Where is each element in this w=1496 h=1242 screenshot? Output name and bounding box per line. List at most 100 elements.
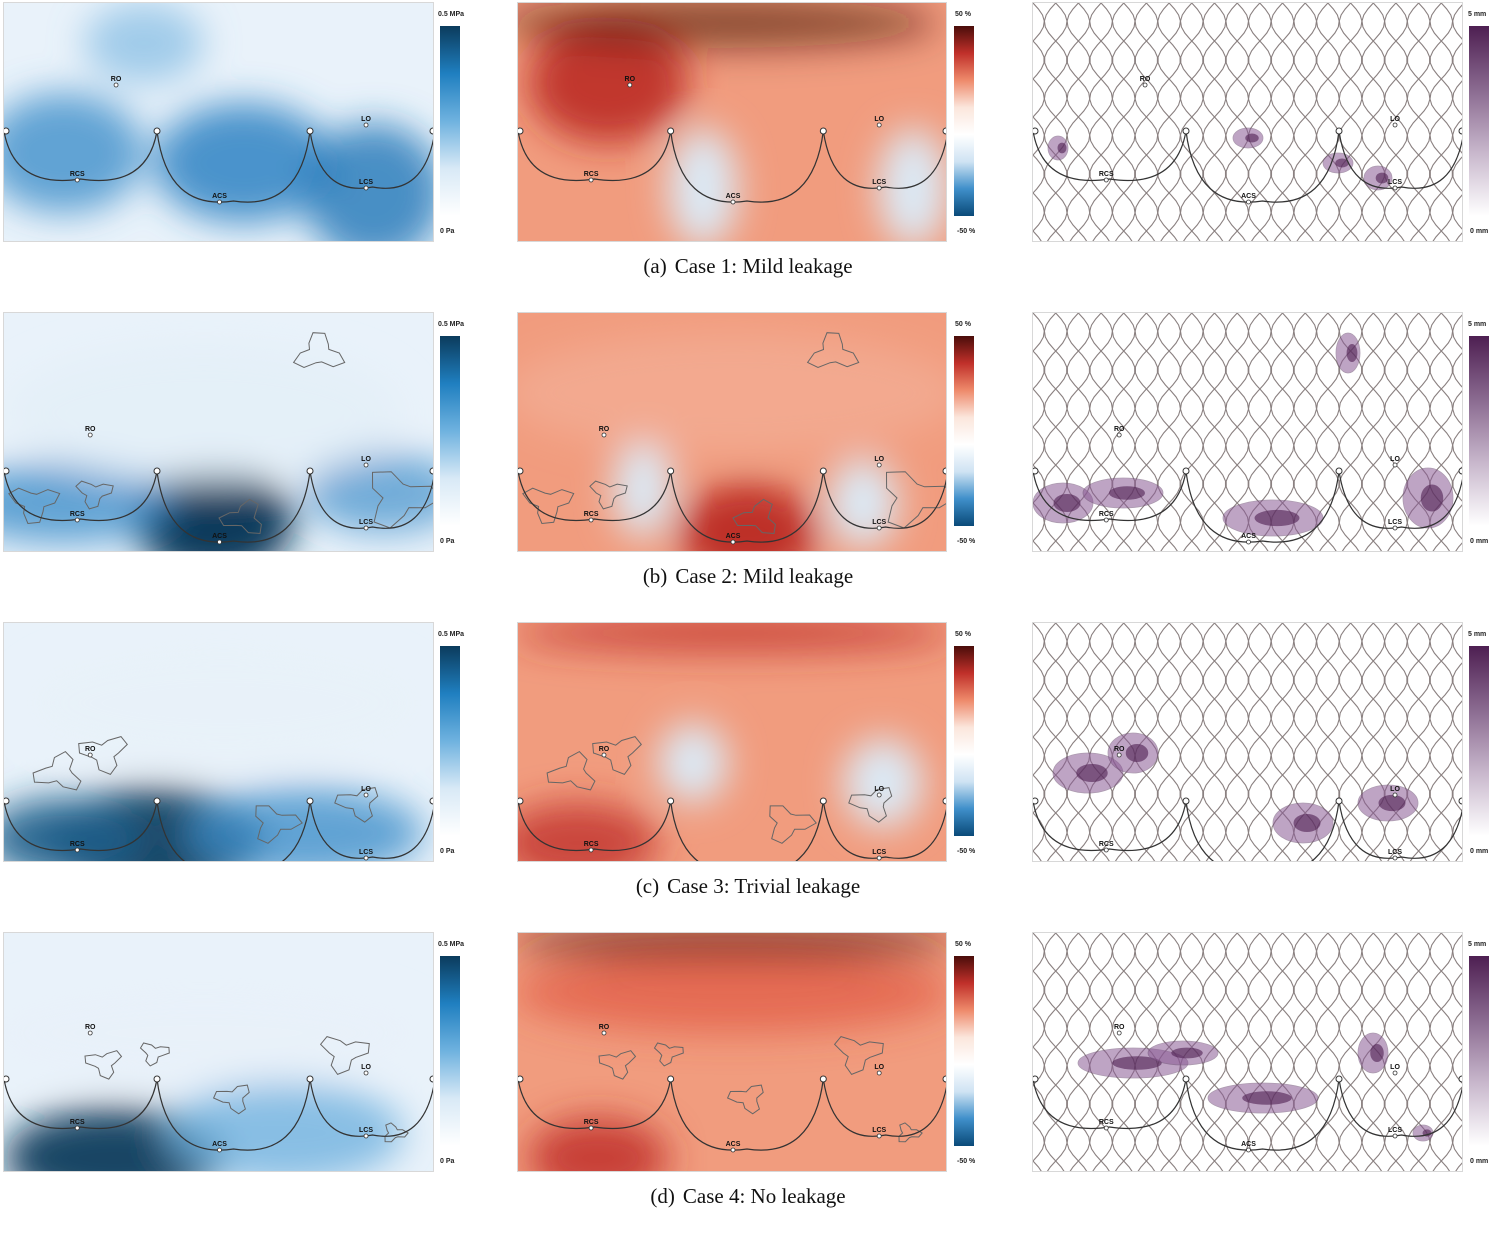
landmark-label-lcs: LCS [872, 179, 886, 186]
gap-colorbar [1469, 26, 1489, 216]
stent-strut [1316, 933, 1340, 1171]
landmark-label-acs: ACS [1241, 1141, 1256, 1148]
subfigure-caption: (c) Case 3: Trivial leakage [0, 874, 1496, 899]
stent-strut [1157, 623, 1181, 861]
stent-strut [1066, 933, 1091, 1171]
landmark-marker [1392, 792, 1398, 798]
stent-strut [1338, 933, 1363, 1171]
contact-outline [75, 480, 114, 510]
strain-region [828, 458, 898, 548]
subfigure-caption-text: Case 4: No leakage [682, 1184, 846, 1208]
stress-colorbar-min-label: 0 Pa [440, 228, 455, 235]
landmark-marker [113, 82, 119, 88]
stent-strut [1384, 623, 1408, 861]
cusp-boundary-line [518, 800, 946, 861]
strain-colorbar [954, 336, 974, 526]
commissure-marker [429, 467, 433, 475]
landmark-label-rcs: RCS [584, 171, 599, 178]
commissure-marker [1335, 467, 1343, 475]
gap-colorbar-min-label: 0 mm [1470, 848, 1489, 855]
landmark-label-ro: RO [1114, 1024, 1125, 1031]
stress-colorbar [440, 646, 460, 836]
landmark-label-ro: RO [85, 426, 96, 433]
landmark-label-acs: ACS [212, 1141, 227, 1148]
gap-region-core [1242, 1091, 1292, 1105]
stent-strut [1033, 3, 1045, 232]
stress-map: RO LO RCS ACS LCS [4, 313, 433, 551]
stress-colorbar-min-label: 0 Pa [440, 848, 455, 855]
stent-strut [1033, 933, 1045, 1162]
commissure-marker [4, 467, 10, 475]
stent-strut [1452, 42, 1462, 230]
landmark-marker [1392, 855, 1398, 861]
stent-strut [1202, 3, 1227, 241]
commissure-marker [1033, 797, 1039, 805]
stent-strut [1202, 933, 1227, 1171]
strain-region [518, 933, 946, 961]
cusp-boundary-line [518, 1078, 946, 1151]
commissure-marker [1458, 127, 1462, 135]
stress-region [24, 643, 424, 763]
landmark-label-lo: LO [874, 786, 884, 793]
landmark-marker [588, 517, 594, 523]
stress-map: RO LO RCS ACS LCS [4, 3, 433, 241]
stent-strut [1452, 972, 1462, 1160]
contact-outline [592, 736, 642, 776]
stress-region [4, 343, 404, 483]
commissure-marker [1335, 1075, 1343, 1083]
contact-outline [848, 787, 893, 823]
landmark-marker [876, 1133, 882, 1139]
gap-region-core [1076, 764, 1108, 782]
landmark-marker [1103, 847, 1109, 853]
strain-region [843, 738, 923, 828]
landmark-label-rcs: RCS [584, 1119, 599, 1126]
gap-regions [1052, 732, 1419, 844]
stent-strut [1179, 313, 1204, 551]
landmark-label-ro: RO [111, 76, 122, 83]
gap-region-core [1346, 344, 1358, 362]
subfigure-caption: (b) Case 2: Mild leakage [0, 564, 1496, 589]
commissure-marker [518, 467, 524, 475]
stent-strut [1225, 933, 1250, 1171]
landmark-marker [601, 752, 607, 758]
landmark-label-acs: ACS [726, 1141, 741, 1148]
gap-region-core [1245, 133, 1259, 143]
stent-strut [1338, 623, 1363, 861]
stress-region [304, 123, 433, 241]
commissure-marker [4, 127, 10, 135]
stent-strut [1089, 3, 1113, 241]
landmark-label-lcs: LCS [359, 519, 373, 526]
strain-region [518, 953, 946, 1033]
landmark-label-acs: ACS [212, 533, 227, 540]
stent-strut [1429, 3, 1454, 241]
contact-outline [139, 1042, 170, 1067]
stent-strut [1429, 623, 1454, 861]
commissure-marker [942, 467, 946, 475]
strain-region [613, 438, 673, 538]
subfigure-caption: (d) Case 4: No leakage [0, 1184, 1496, 1209]
stent-strut [1043, 933, 1068, 1171]
stress-colorbar-min-label: 0 Pa [440, 1158, 455, 1165]
gap-colorbar-min-label: 0 mm [1470, 228, 1489, 235]
contact-outline [546, 750, 596, 791]
commissure-marker [1458, 467, 1462, 475]
gap-region-core [1254, 509, 1300, 527]
commissure-marker [942, 797, 946, 805]
stent-strut [1270, 933, 1295, 1171]
stent-strut [1429, 933, 1454, 1171]
subfigure-caption-text: Case 2: Mild leakage [675, 564, 854, 588]
subfigure-tag: (d) [650, 1184, 675, 1208]
gap-region-core [1057, 142, 1067, 154]
stent-strut [1316, 623, 1340, 861]
landmark-label-acs: ACS [726, 533, 741, 540]
landmark-marker [588, 847, 594, 853]
stent-strut [1384, 3, 1408, 241]
commissure-marker [819, 467, 827, 475]
landmark-marker [74, 1125, 80, 1131]
gap-colorbar [1469, 336, 1489, 526]
stent-strut [1429, 3, 1454, 241]
landmark-label-ro: RO [85, 1024, 96, 1031]
landmark-label-lcs: LCS [359, 849, 373, 856]
landmark-marker [601, 432, 607, 438]
